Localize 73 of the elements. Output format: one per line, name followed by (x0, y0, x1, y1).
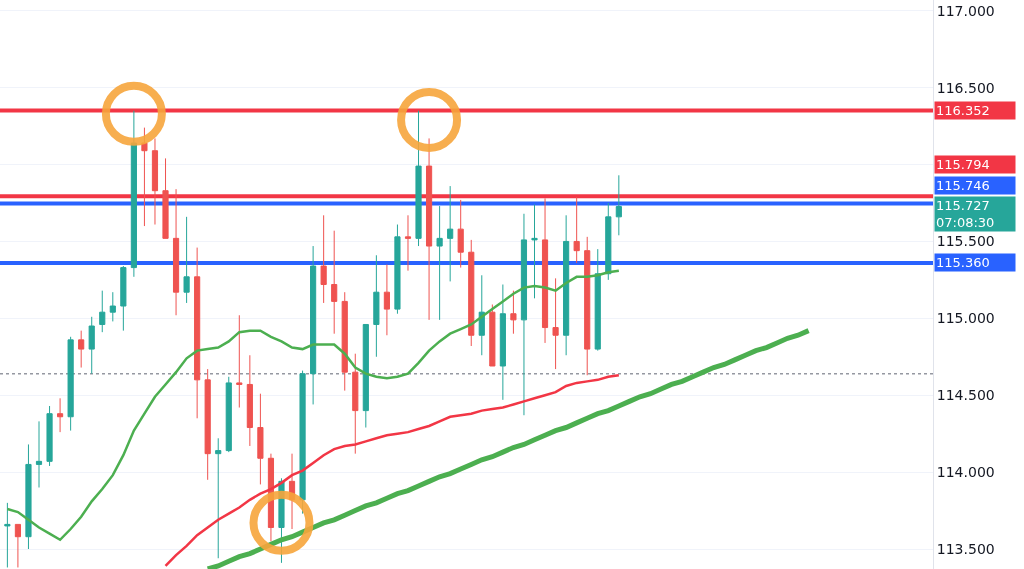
candlestick (151, 137, 159, 226)
candlestick (425, 137, 433, 321)
candlestick (225, 376, 232, 453)
text: 115.727 07:08:30 (936, 198, 995, 230)
candlestick (573, 196, 580, 264)
candlestick (35, 420, 43, 488)
y-tick-label: 113.500 (936, 540, 995, 557)
candlestick (383, 264, 390, 336)
candlestick (67, 336, 74, 432)
candlestick (78, 330, 85, 369)
y-tick-label: 115.500 (936, 233, 995, 250)
line-series (6, 269, 621, 542)
point (249, 490, 314, 555)
candlestick (436, 205, 443, 321)
candlestick (310, 245, 317, 405)
candlestick (88, 316, 95, 375)
y-tick-label: 115.000 (936, 310, 995, 327)
candlestick (468, 239, 475, 347)
candlestick (14, 523, 21, 568)
candlestick (57, 397, 64, 433)
candlestick (341, 291, 348, 392)
candlestick (541, 197, 549, 344)
candlestick (605, 202, 612, 281)
candlestick (362, 323, 369, 429)
y-tick-label: 114.000 (936, 464, 995, 481)
candlestick (331, 230, 338, 335)
candlestick (4, 502, 11, 568)
ref-line-label: 115.746 (936, 178, 990, 193)
candlestick (520, 213, 528, 416)
candlestick (130, 110, 137, 278)
ref-line-label: 115.360 (936, 255, 990, 270)
candlestick (120, 265, 127, 332)
candlestick (215, 437, 222, 559)
candlestick (194, 247, 201, 419)
candlestick (25, 443, 32, 550)
point (397, 87, 462, 152)
candlestick (499, 284, 506, 401)
candlestick (162, 157, 169, 239)
candlestick (99, 290, 106, 333)
candlestick (394, 224, 401, 315)
candlestick (404, 214, 412, 272)
candlestick (236, 314, 243, 409)
candlestick (563, 214, 570, 356)
candlestick (257, 393, 264, 485)
candlestick (109, 291, 116, 322)
y-tick-label: 117.000 (936, 2, 995, 19)
candlestick (594, 248, 601, 352)
candlestick (46, 405, 53, 467)
candlestick (246, 354, 253, 447)
candlestick (447, 185, 454, 282)
candlestick (373, 254, 380, 358)
ref-line-label: 115.794 (936, 157, 990, 172)
candlestick (489, 303, 496, 367)
candlestick (415, 110, 422, 247)
candlestick (320, 214, 327, 304)
candlestick (352, 353, 359, 455)
candlestick (584, 236, 591, 376)
candlestick (531, 204, 538, 299)
candlestick (478, 274, 485, 356)
y-tick-label: 114.500 (936, 387, 995, 404)
candlestick (299, 370, 306, 515)
candlestick (141, 127, 148, 227)
y-tick-label: 116.500 (936, 79, 995, 96)
candlestick (510, 290, 517, 335)
candlestick (183, 216, 190, 304)
line-series (164, 373, 621, 568)
candlestick (615, 174, 622, 236)
candlestick (457, 199, 464, 269)
candlestick (552, 277, 559, 370)
point (101, 81, 166, 146)
ref-line-label: 116.352 (936, 103, 990, 118)
candlestick (172, 188, 180, 316)
candlestick (204, 368, 211, 481)
